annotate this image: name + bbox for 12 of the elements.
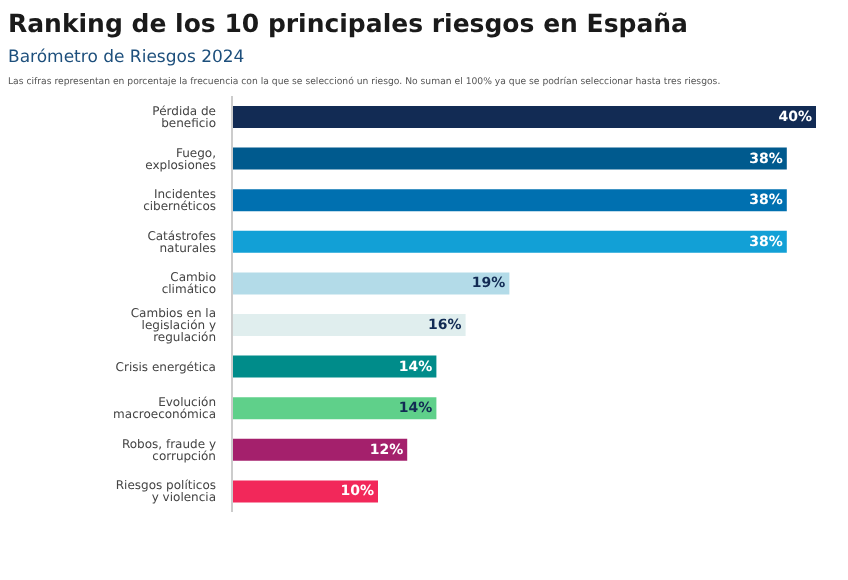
bar (232, 147, 787, 170)
chart-title: Ranking de los 10 principales riesgos en España (8, 8, 690, 38)
bar (232, 106, 816, 128)
chart-subtitle: Barómetro de Riesgos 2024 (8, 48, 247, 68)
bar (232, 272, 510, 295)
bar (232, 438, 408, 461)
bar (232, 314, 466, 336)
bar (232, 189, 787, 212)
bar (232, 355, 437, 378)
bar (232, 480, 378, 503)
bar (232, 397, 437, 420)
bar (232, 230, 787, 253)
